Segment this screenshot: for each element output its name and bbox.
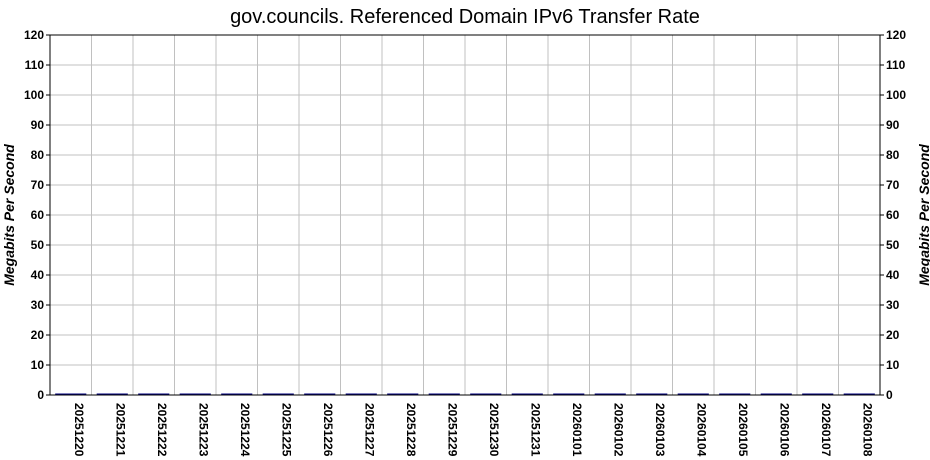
bar bbox=[594, 393, 626, 395]
bar bbox=[304, 393, 336, 395]
y-tick-label-left: 80 bbox=[31, 148, 45, 162]
x-tick-label: 20260108 bbox=[860, 403, 874, 457]
y-tick-label-left: 120 bbox=[24, 28, 44, 42]
bar bbox=[221, 393, 253, 395]
bar bbox=[179, 393, 211, 395]
y-tick-label-right: 110 bbox=[886, 58, 906, 72]
y-tick-label-right: 10 bbox=[886, 358, 900, 372]
bar bbox=[96, 393, 128, 395]
y-tick-label-left: 10 bbox=[31, 358, 45, 372]
y-tick-label-left: 70 bbox=[31, 178, 45, 192]
x-tick-label: 20251224 bbox=[238, 403, 252, 457]
bar bbox=[470, 393, 502, 395]
x-tick-label: 20260104 bbox=[694, 403, 708, 457]
y-tick-label-right: 20 bbox=[886, 328, 900, 342]
bar bbox=[636, 393, 668, 395]
x-tick-label: 20251220 bbox=[72, 403, 86, 457]
y-tick-label-right: 40 bbox=[886, 268, 900, 282]
x-tick-label: 20260105 bbox=[736, 403, 750, 457]
y-tick-label-right: 70 bbox=[886, 178, 900, 192]
x-tick-label: 20260102 bbox=[611, 403, 625, 457]
y-tick-label-left: 30 bbox=[31, 298, 45, 312]
x-tick-label: 20251228 bbox=[404, 403, 418, 457]
bars-layer bbox=[55, 393, 875, 395]
bar bbox=[387, 393, 419, 395]
x-tick-label: 20251225 bbox=[279, 403, 293, 457]
y-tick-label-right: 100 bbox=[886, 88, 906, 102]
y-tick-label-right: 120 bbox=[886, 28, 906, 42]
grid-layer bbox=[50, 34, 880, 396]
bar bbox=[428, 393, 460, 395]
plot-frame bbox=[49, 34, 881, 396]
y-tick-label-right: 80 bbox=[886, 148, 900, 162]
y-tick-label-left: 40 bbox=[31, 268, 45, 282]
bar bbox=[138, 393, 170, 395]
y-tick-label-left: 110 bbox=[25, 58, 45, 72]
x-tick-label: 20251222 bbox=[155, 403, 169, 457]
y-tick-label-left: 90 bbox=[31, 118, 45, 132]
x-tick-label: 20251229 bbox=[445, 403, 459, 457]
axis-layer bbox=[46, 34, 884, 396]
bar bbox=[802, 393, 834, 395]
bar bbox=[760, 393, 792, 395]
chart-title: gov.councils. Referenced Domain IPv6 Tra… bbox=[230, 6, 700, 28]
x-tick-label: 20260103 bbox=[653, 403, 667, 457]
bar bbox=[843, 393, 875, 395]
bar bbox=[719, 393, 751, 395]
x-tick-label: 20251221 bbox=[113, 403, 127, 457]
y-tick-label-right: 0 bbox=[886, 388, 893, 402]
x-tick-label: 20260106 bbox=[777, 403, 791, 457]
y-axis-label-right: Megabits Per Second bbox=[916, 144, 930, 286]
y-tick-label-right: 90 bbox=[886, 118, 900, 132]
x-tick-label: 20251231 bbox=[528, 403, 542, 457]
bar bbox=[345, 393, 377, 395]
x-tick-label: 20251230 bbox=[487, 403, 501, 457]
y-tick-label-left: 60 bbox=[31, 208, 45, 222]
x-tick-label: 20260107 bbox=[819, 403, 833, 457]
y-tick-label-right: 30 bbox=[886, 298, 900, 312]
bar bbox=[553, 393, 585, 395]
y-tick-label-left: 20 bbox=[31, 328, 45, 342]
bar bbox=[262, 393, 294, 395]
ticks-layer: 0 0 10 10 20 20 30 30 40 40 50 50 60 60 70 70 80 80 90 90 10… bbox=[24, 28, 906, 457]
bar bbox=[511, 393, 543, 395]
x-tick-label: 20251226 bbox=[321, 403, 335, 457]
y-tick-label-right: 60 bbox=[886, 208, 900, 222]
y-tick-label-left: 0 bbox=[37, 388, 44, 402]
x-tick-label: 20260101 bbox=[570, 403, 584, 457]
bar bbox=[55, 393, 87, 395]
x-tick-label: 20251227 bbox=[362, 403, 376, 457]
y-tick-label-right: 50 bbox=[886, 238, 900, 252]
y-axis-label-left: Megabits Per Second bbox=[1, 144, 17, 286]
y-tick-label-left: 100 bbox=[24, 88, 44, 102]
y-tick-label-left: 50 bbox=[31, 238, 45, 252]
x-tick-label: 20251223 bbox=[196, 403, 210, 457]
bar bbox=[677, 393, 709, 395]
